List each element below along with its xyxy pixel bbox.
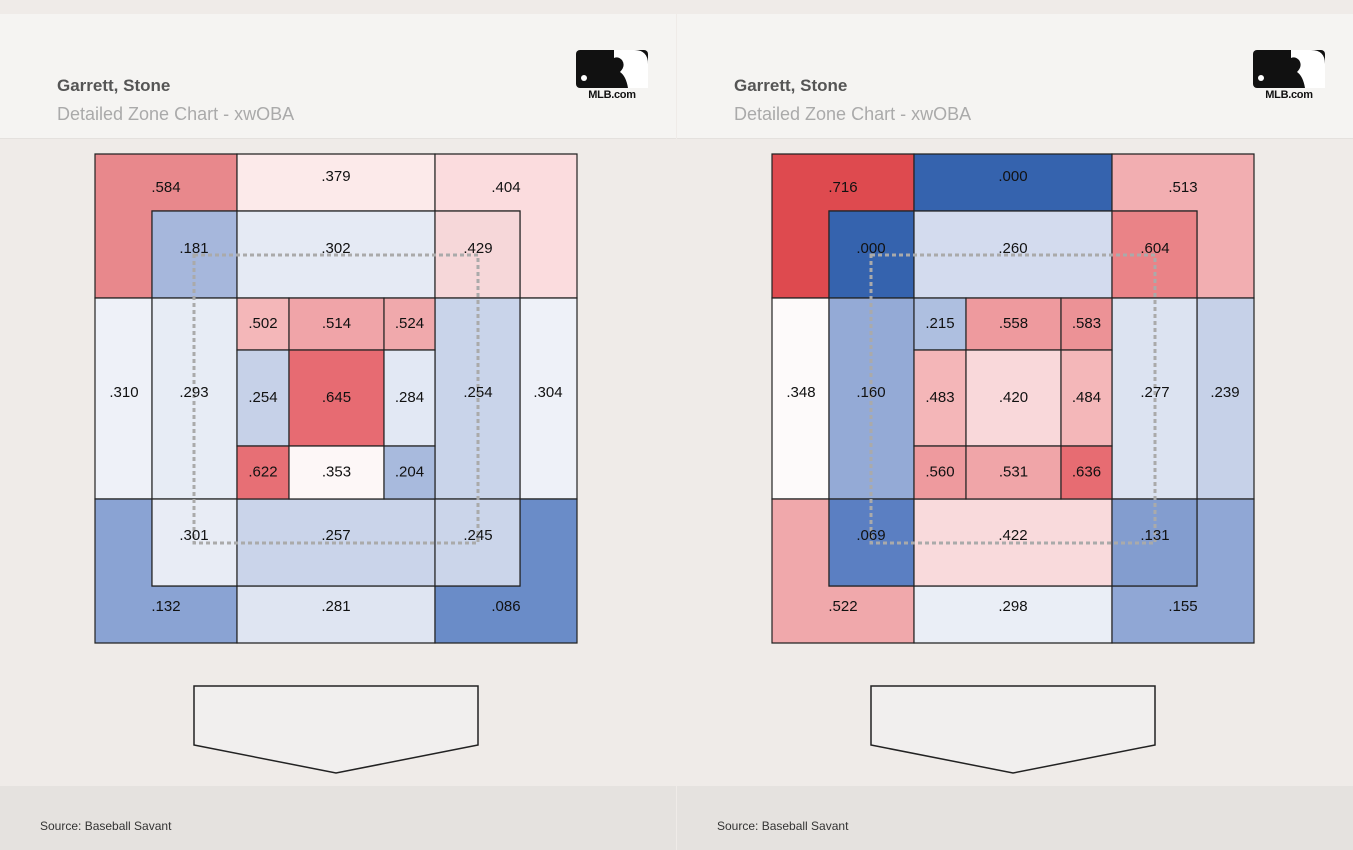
shadow-bottom-right-label: .131 [1140,527,1169,544]
shadow-top-label: .260 [998,240,1027,257]
player-name: Garrett, Stone [57,76,171,95]
heart-label-2-2: .204 [395,463,424,480]
player-name: Garrett, Stone [734,76,848,95]
heart-label-2-0: .622 [248,463,277,480]
outer-bottom-label: .281 [321,598,350,615]
shadow-right-label: .254 [463,384,492,401]
heart-label-1-1: .420 [999,389,1028,406]
shadow-top-left-label: .000 [856,240,885,257]
heart-label-2-2: .636 [1072,463,1101,480]
outer-left-label: .348 [786,384,815,401]
outer-bottom-right-label: .086 [491,598,520,615]
heart-label-1-1: .645 [322,389,351,406]
outer-top-left-label: .716 [828,179,857,196]
chart-header: Garrett, Stone Detailed Zone Chart - xwO… [0,14,676,139]
chart-subtitle: Detailed Zone Chart - xwOBA [734,104,972,124]
source-label: Source: Baseball Savant [717,819,849,833]
home-plate [870,685,1156,774]
logo-text: MLB.com [588,89,636,101]
outer-bottom-label: .298 [998,598,1027,615]
heart-cell-2-2 [383,445,436,500]
chart-subtitle: Detailed Zone Chart - xwOBA [57,104,295,124]
heart-label-0-1: .558 [999,315,1028,332]
heart-label-2-1: .353 [322,463,351,480]
strike-zone-outline [192,253,480,545]
shadow-bottom-right-cell [434,498,521,587]
shadow-left-label: .293 [179,384,208,401]
mlb-logo: MLB.com [1253,50,1325,104]
shadow-left-label: .160 [856,384,885,401]
chart-footer: Source: Baseball Savant [0,786,676,850]
shadow-bottom-left-label: .069 [856,527,885,544]
shadow-bottom-right-label: .245 [463,527,492,544]
outer-top-label: .000 [998,168,1027,185]
logo-text: MLB.com [1265,89,1313,101]
mlb-logo-icon [1253,50,1325,88]
chart-header: Garrett, Stone Detailed Zone Chart - xwO… [677,14,1353,139]
shadow-bottom-label: .257 [321,527,350,544]
shadow-bottom-label: .422 [998,527,1027,544]
mlb-logo: MLB.com [576,50,648,104]
heart-label-1-0: .483 [925,389,954,406]
outer-bottom-left-label: .522 [828,598,857,615]
zone-chart-svg: .716 .000 .513 .348 .239 .522 .298 .155 .000 .260… [771,153,1255,774]
outer-right-label: .304 [533,384,562,401]
outer-top-right-label: .404 [491,179,520,196]
zone-chart-svg: .584 .379 .404 .310 .304 .132 .281 .086 .181 .302… [94,153,578,774]
heart-label-0-1: .514 [322,315,351,332]
heart-label-2-1: .531 [999,463,1028,480]
zone-chart-panel-right: Garrett, Stone Detailed Zone Chart - xwO… [677,0,1353,850]
mlb-logo-icon [576,50,648,88]
heart-label-0-0: .502 [248,315,277,332]
heart-label-2-0: .560 [925,463,954,480]
outer-left-label: .310 [109,384,138,401]
heart-label-1-0: .254 [248,389,277,406]
shadow-top-left-label: .181 [179,240,208,257]
shadow-top-label: .302 [321,240,350,257]
source-label: Source: Baseball Savant [40,819,172,833]
zone-chart-panel-left: Garrett, Stone Detailed Zone Chart - xwO… [0,0,676,850]
outer-top-label: .379 [321,168,350,185]
heart-label-0-2: .583 [1072,315,1101,332]
shadow-bottom-right-cell [1111,498,1198,587]
strike-zone-outline [869,253,1157,545]
heart-label-0-2: .524 [395,315,424,332]
outer-bottom-right-label: .155 [1168,598,1197,615]
heart-label-1-2: .284 [395,389,424,406]
home-plate [193,685,479,774]
shadow-bottom-left-label: .301 [179,527,208,544]
heart-cell-2-2 [1060,445,1113,500]
outer-bottom-left-label: .132 [151,598,180,615]
shadow-top-right-label: .429 [463,240,492,257]
heart-label-1-2: .484 [1072,389,1101,406]
heart-label-0-0: .215 [925,315,954,332]
outer-top-right-label: .513 [1168,179,1197,196]
outer-right-label: .239 [1210,384,1239,401]
outer-top-left-label: .584 [151,179,180,196]
shadow-top-right-label: .604 [1140,240,1169,257]
shadow-right-label: .277 [1140,384,1169,401]
chart-footer: Source: Baseball Savant [677,786,1353,850]
